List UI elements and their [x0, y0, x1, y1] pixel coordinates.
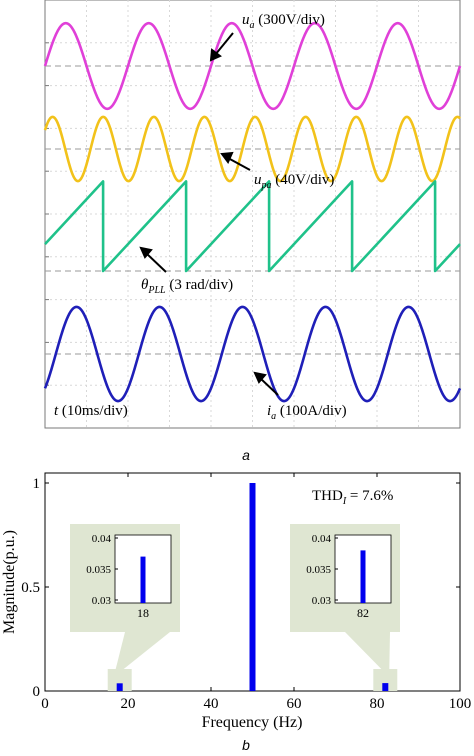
arrowhead-theta [139, 246, 153, 259]
scope-grid [45, 0, 460, 428]
label-time-scale: t (10ms/div) [54, 403, 128, 419]
x-axis-label: Frequency (Hz) [202, 714, 303, 731]
inset-x-tick-label: 18 [137, 606, 149, 620]
x-tick-label: 80 [370, 696, 385, 712]
oscilloscope-panel: ua (300V/div) upa (40V/div) θPLL (3 rad/… [43, 0, 462, 429]
arrow-theta [145, 252, 167, 273]
inset-y-tick-label: 0.03 [92, 595, 112, 607]
inset-pointer [345, 632, 390, 669]
inset-y-tick-label: 0.035 [306, 564, 331, 576]
x-tick-label: 0 [41, 696, 49, 712]
waveform-ia [43, 305, 462, 403]
x-tick-label: 20 [121, 696, 136, 712]
x-tick-label: 40 [204, 696, 219, 712]
label-upa: upa (40V/div) [254, 172, 334, 191]
annotation-arrows [139, 32, 279, 396]
label-ia: ia (100A/div) [267, 403, 347, 422]
zoom-insets: 0.03 0.035 0.04 18 0.03 0.035 0.04 82 [70, 524, 400, 691]
y-tick-label: 1 [33, 476, 41, 492]
spectrum-bar [382, 683, 389, 691]
label-theta: θPLL (3 rad/div) [141, 277, 233, 296]
inset-pointer [115, 632, 170, 669]
arrowhead-upa [220, 151, 234, 164]
inset-y-tick-label: 0.04 [92, 533, 112, 545]
inset-bar [140, 556, 146, 603]
waveform-upa [43, 115, 461, 183]
thd-annotation: THDI = 7.6% [312, 488, 393, 507]
waveform-ua [43, 21, 462, 111]
label-ua: ua (300V/div) [242, 12, 325, 31]
inset-bar [360, 550, 366, 603]
y-tick-label: 0.5 [21, 580, 40, 596]
inset-source-region [107, 669, 132, 691]
arrow-upa [227, 157, 251, 171]
inset-source-region [373, 669, 398, 691]
arrow-ua [214, 32, 234, 56]
waveform-theta [44, 180, 461, 273]
arrowhead-ua [209, 48, 222, 62]
waveforms [43, 21, 462, 403]
inset-y-tick-label: 0.04 [312, 533, 332, 545]
spectrum-bar [249, 483, 256, 691]
x-tick-label: 100 [449, 696, 472, 712]
caption-b: b [242, 737, 250, 753]
inset-y-tick-label: 0.03 [312, 595, 332, 607]
inset-x-tick-label: 82 [357, 606, 369, 620]
y-axis-label: Magnitude(p.u.) [1, 530, 18, 634]
spectrum-ticks: 0 20 40 60 80 100 0 0.5 1 [21, 473, 471, 712]
y-tick-label: 0 [33, 684, 41, 700]
caption-a: a [242, 447, 250, 463]
x-tick-label: 60 [287, 696, 302, 712]
spectrum-bars [116, 483, 389, 691]
spectrum-bar [116, 683, 123, 691]
arrowhead-ia [253, 371, 267, 384]
arrow-ia [259, 377, 279, 396]
inset-y-tick-label: 0.035 [86, 564, 111, 576]
